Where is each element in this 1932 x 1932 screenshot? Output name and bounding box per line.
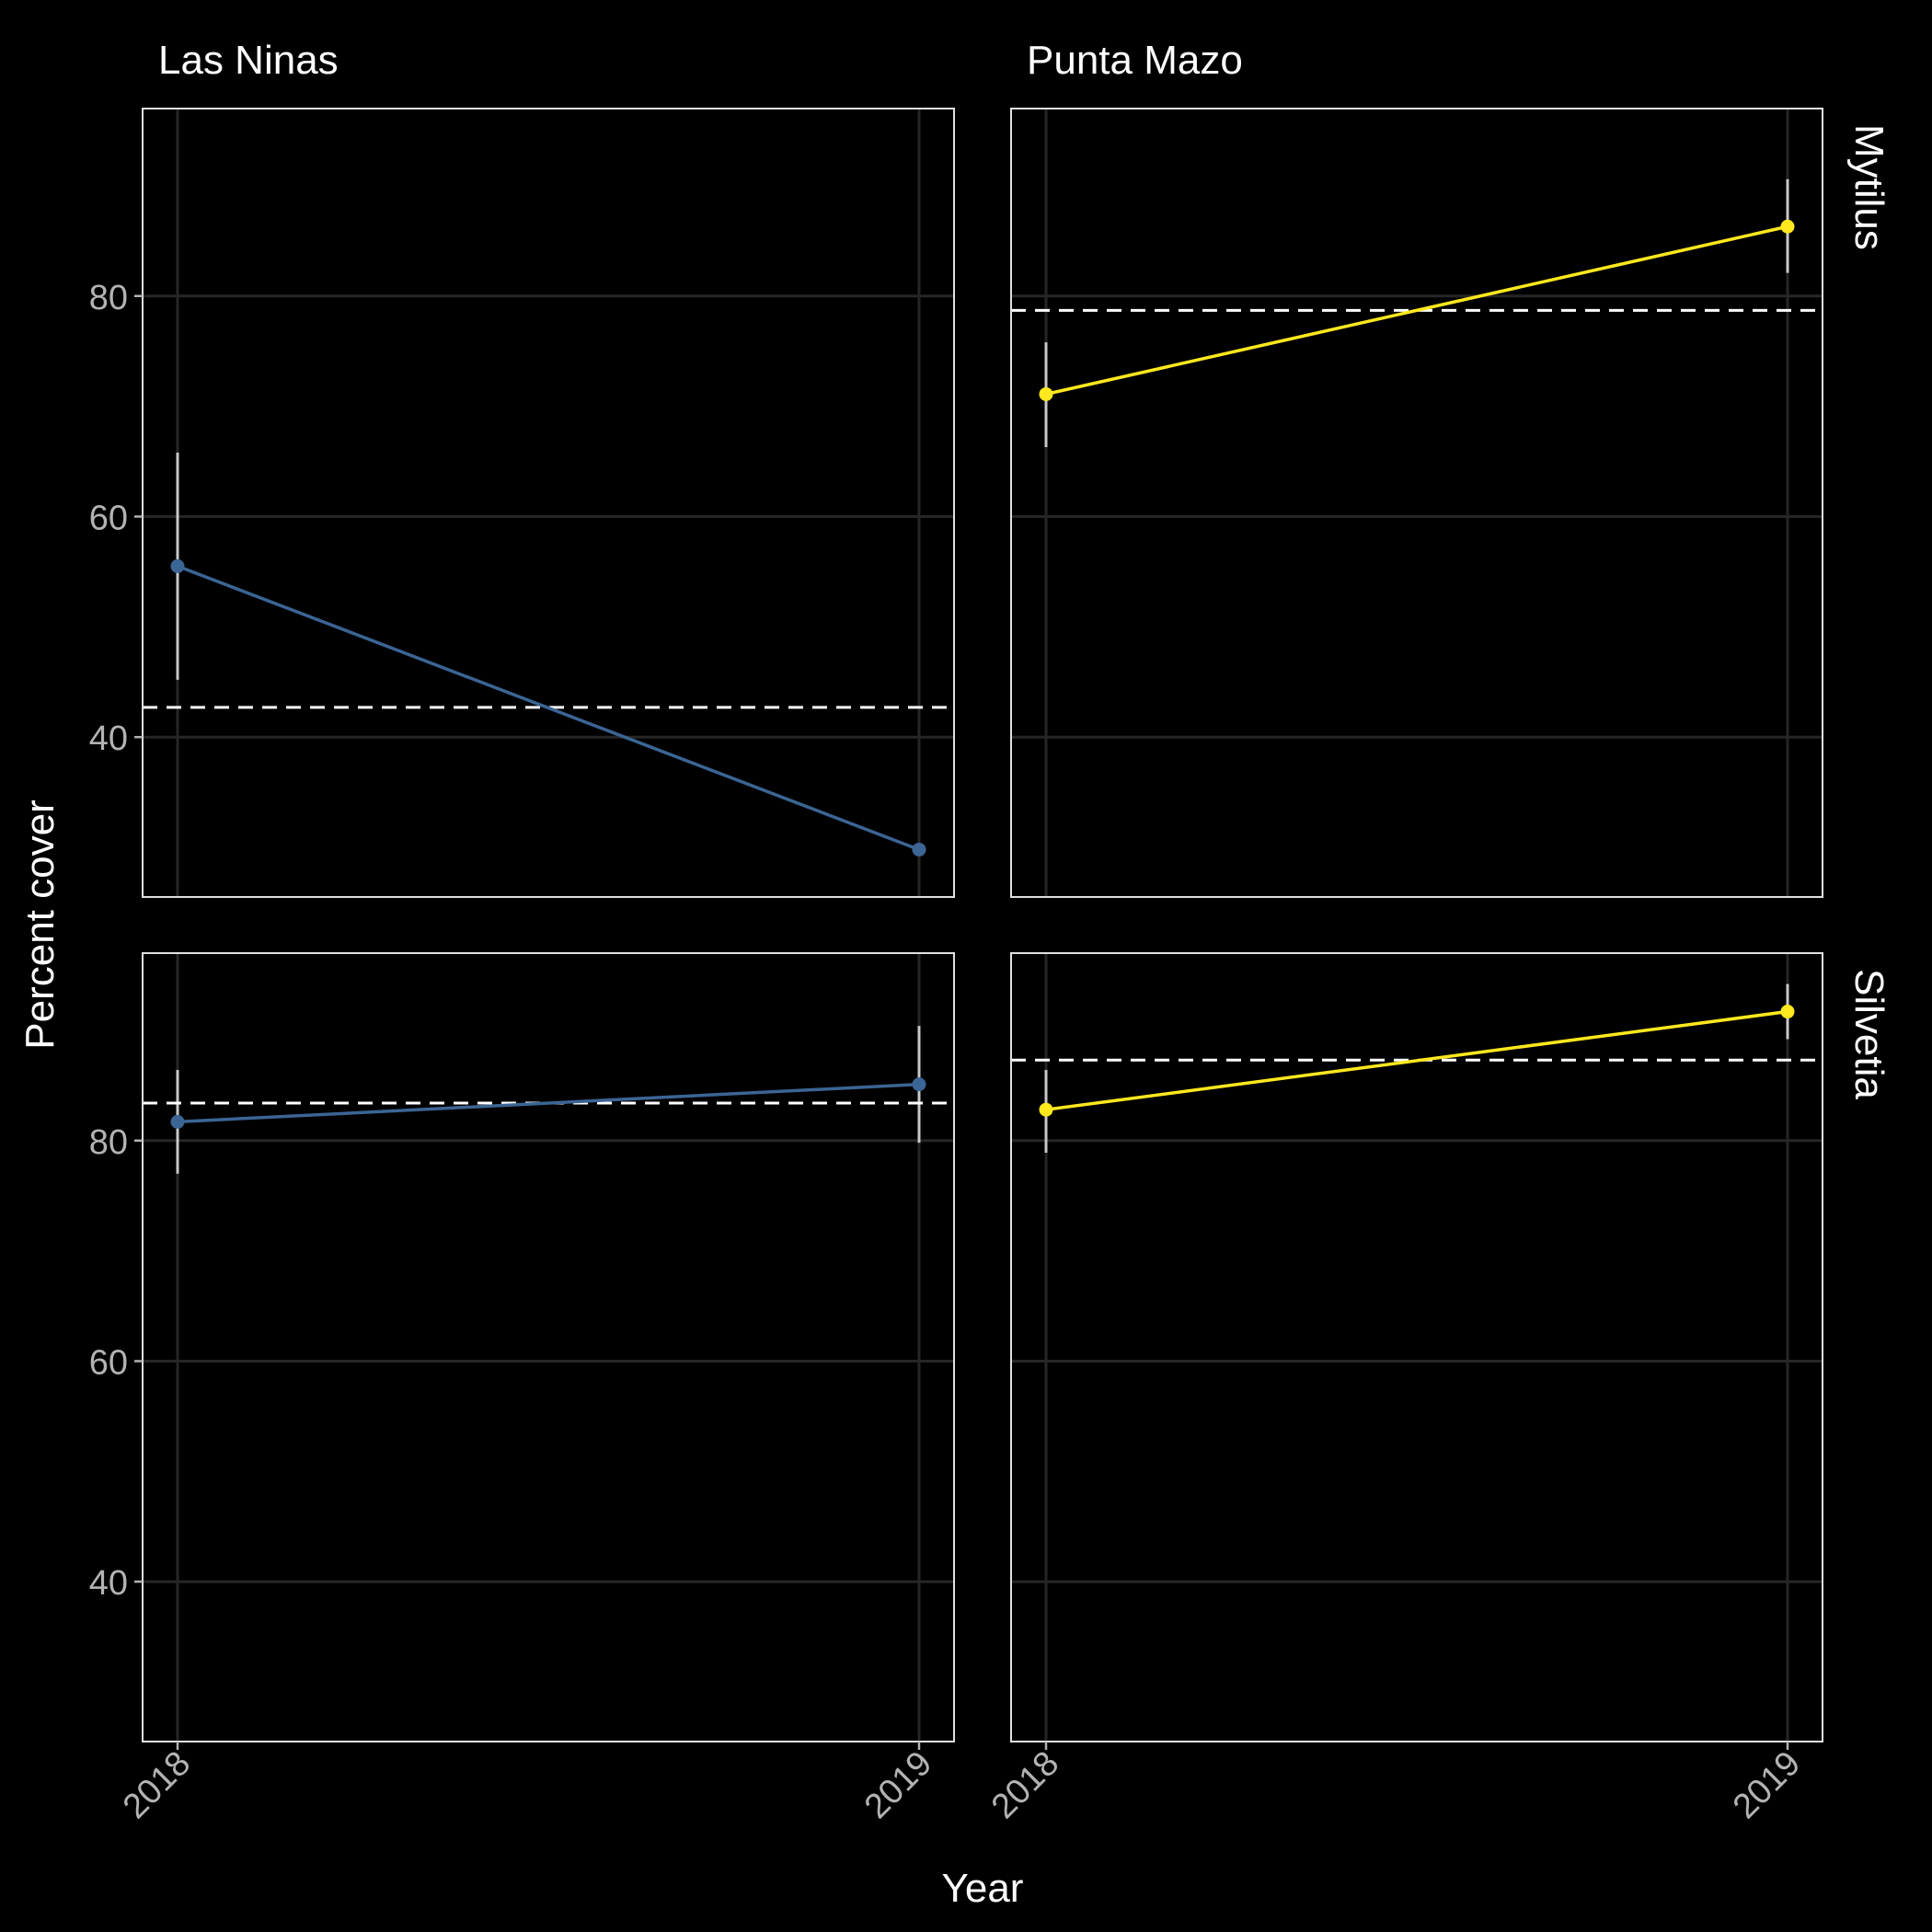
data-point — [1039, 386, 1053, 401]
data-point — [1039, 1102, 1053, 1117]
panel-border — [1010, 952, 1823, 1742]
y-tick-label: 40 — [89, 719, 128, 758]
data-point — [912, 842, 926, 857]
data-point — [170, 1114, 185, 1129]
series-line — [1045, 1009, 1788, 1111]
facet-column-label: Punta Mazo — [1027, 38, 1243, 83]
panel-punta-mazo-mytilus: Punta Mazo Mytilus — [1010, 38, 1892, 898]
panel-las-ninas-mytilus: 40 60 80 Las Ninas — [89, 38, 955, 898]
data-point — [912, 1077, 926, 1092]
facet-row-label: Silvetia — [1846, 969, 1892, 1099]
panel-border — [142, 108, 955, 898]
panel-border — [142, 952, 955, 1742]
y-tick-label: 80 — [89, 1123, 128, 1162]
series-line — [177, 564, 920, 852]
series-line — [1045, 224, 1788, 397]
data-point — [1780, 219, 1795, 234]
facet-column-label: Las Ninas — [158, 38, 339, 83]
facet-row-label: Mytilus — [1846, 124, 1892, 250]
labels: Year Percent cover — [17, 799, 1023, 1911]
y-tick-label: 60 — [89, 1343, 128, 1382]
data-point — [1780, 1005, 1795, 1019]
y-axis-title: Percent cover — [17, 799, 63, 1049]
y-tick-label: 60 — [89, 499, 128, 537]
series-line — [177, 1082, 920, 1124]
data-point — [170, 558, 185, 573]
y-tick-label: 80 — [89, 279, 128, 317]
x-axis-title: Year — [942, 1866, 1024, 1911]
panel-border — [1010, 108, 1823, 898]
y-tick-label: 40 — [89, 1564, 128, 1603]
